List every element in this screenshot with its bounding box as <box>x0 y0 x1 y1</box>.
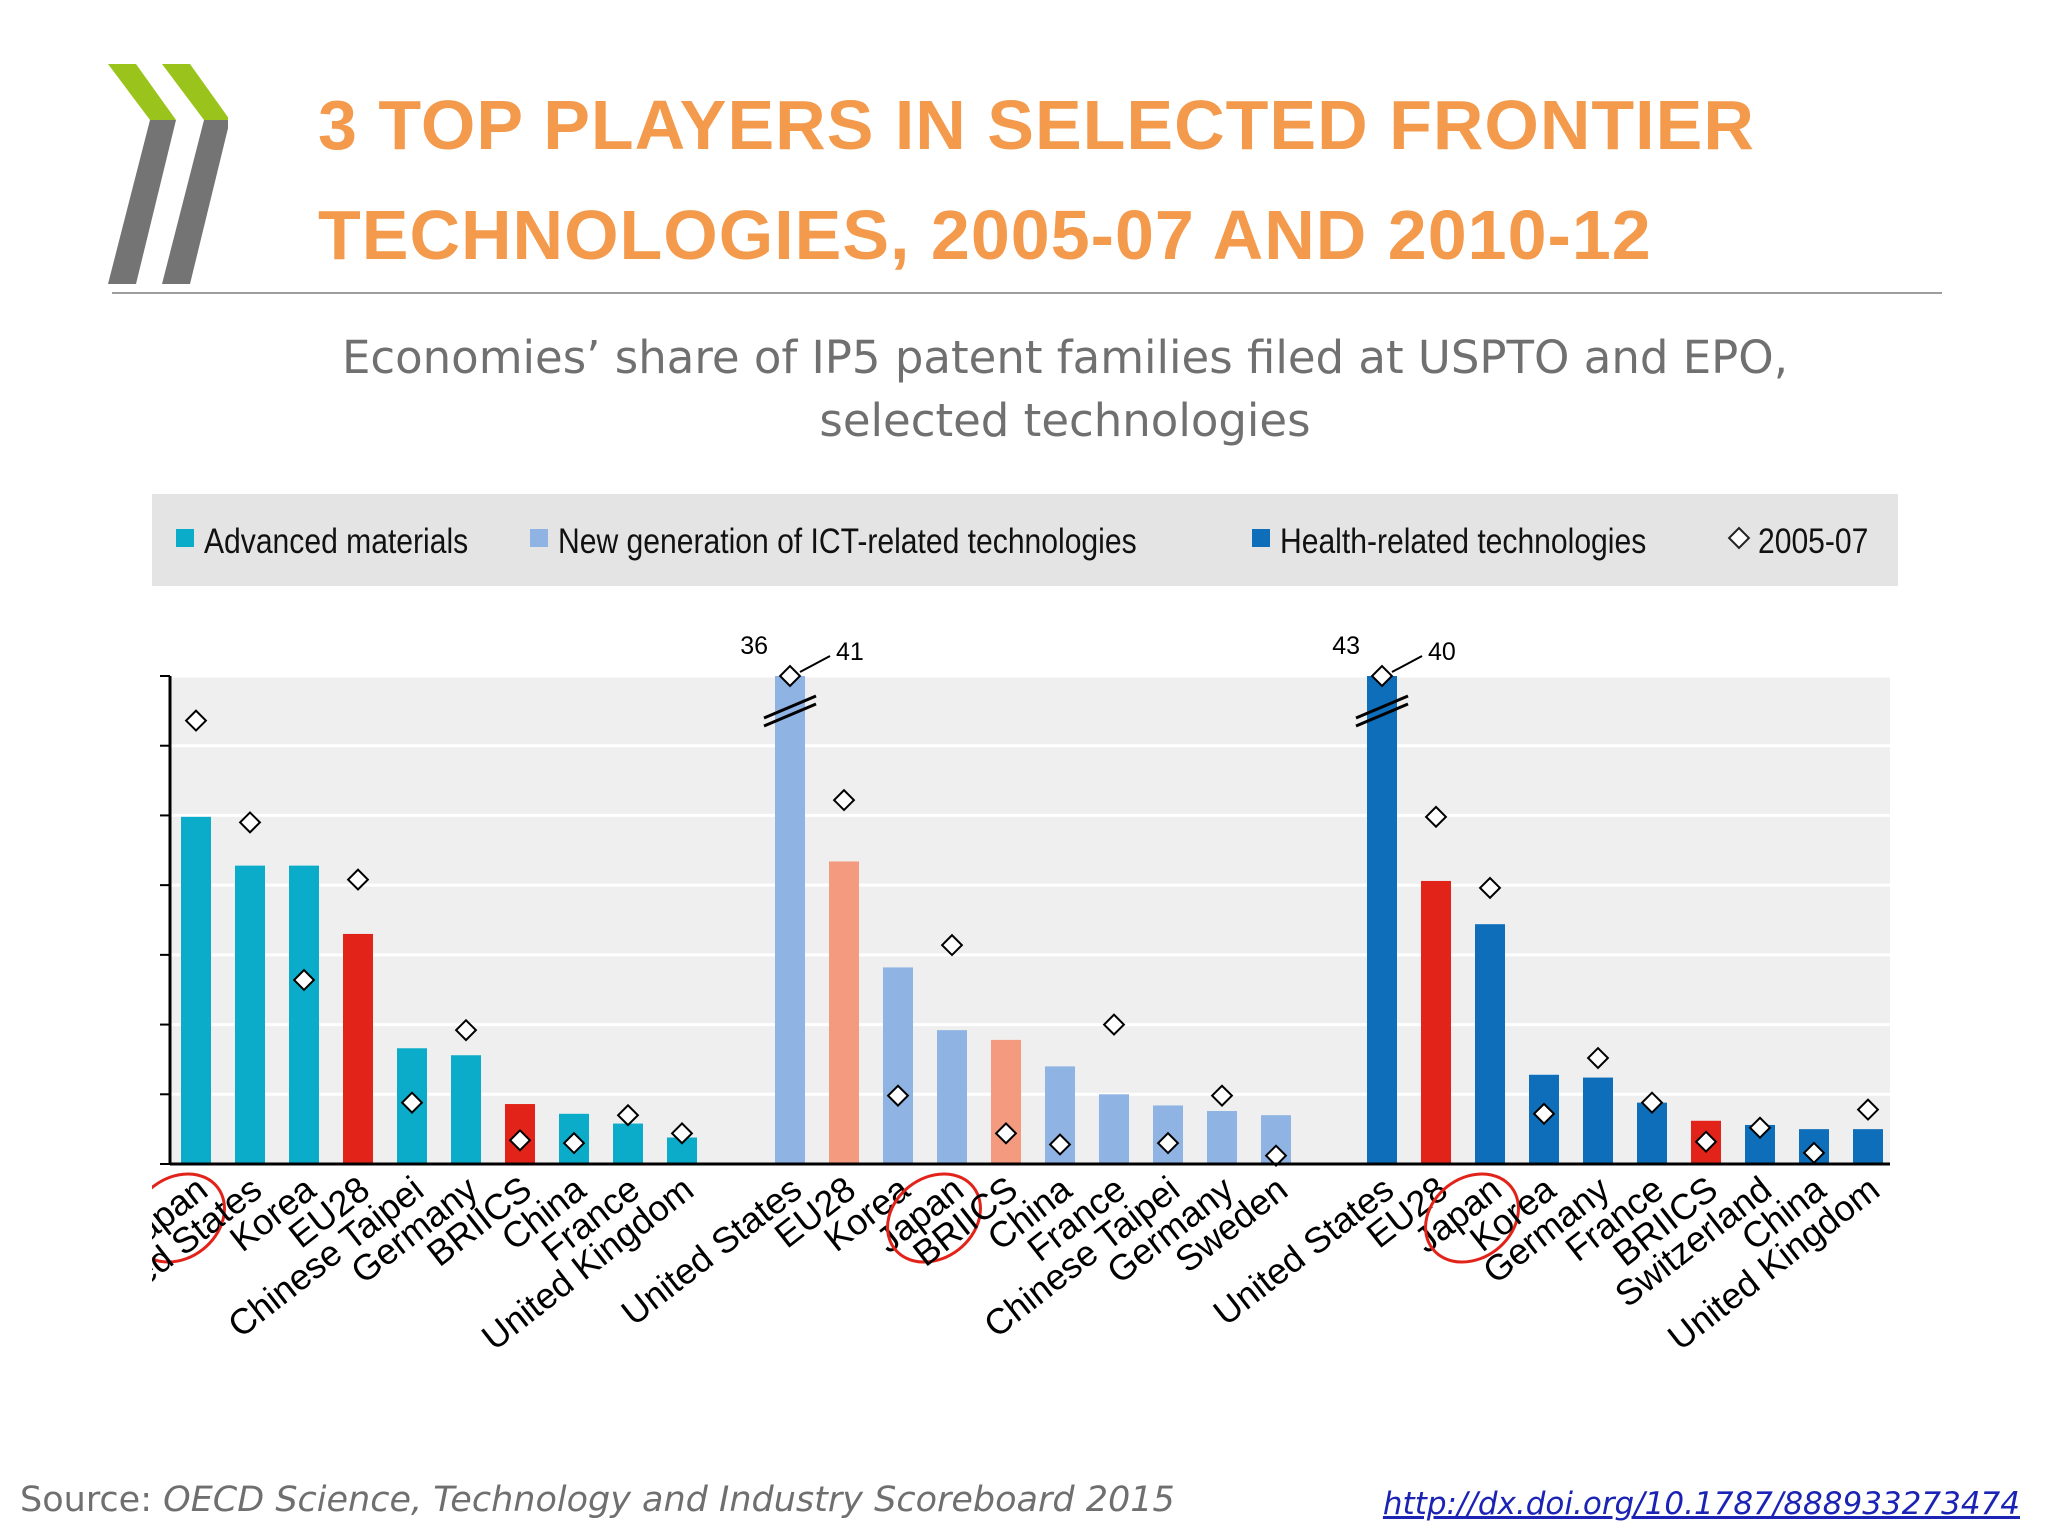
bar <box>1367 676 1397 1164</box>
bar <box>343 933 373 1164</box>
title-line-1: 3 Top players in selected frontier <box>318 86 1755 164</box>
diamond-2005-07 <box>1640 1091 1664 1114</box>
bar <box>1583 1077 1613 1164</box>
diamond-2005-07 <box>886 1084 910 1107</box>
diamond-2005-07 <box>940 933 964 957</box>
axis-break <box>1355 694 1409 720</box>
bar <box>1207 1111 1237 1164</box>
legend-label: New generation of ICT-related technologi… <box>558 521 1137 561</box>
diamond-2005-07 <box>1532 1102 1556 1126</box>
diamond-2005-07 <box>1048 1133 1072 1156</box>
oecd-logo <box>108 64 230 284</box>
break-label-2005-07: 36 <box>740 632 768 660</box>
highlight-circle <box>886 1172 982 1264</box>
bar <box>883 967 913 1164</box>
diamond-2005-07 <box>562 1131 586 1155</box>
diamond-2005-07 <box>238 811 262 834</box>
axis-break <box>763 694 817 720</box>
bar <box>181 816 211 1164</box>
bar <box>451 1055 481 1164</box>
chart-subtitle: Economies’ share of IP5 patent families … <box>260 326 1870 452</box>
source-note: Source: OECD Science, Technology and Ind… <box>20 1480 1175 1520</box>
bar <box>1099 1094 1129 1164</box>
break-leader-line <box>799 655 831 673</box>
source-prefix: Source: <box>20 1480 164 1520</box>
highlight-circle <box>1424 1172 1520 1264</box>
bar <box>235 865 265 1164</box>
diamond-2005-07 <box>1748 1116 1772 1140</box>
legend-label: 2005-07 <box>1758 521 1868 561</box>
diamond-2005-07 <box>508 1128 532 1152</box>
diamond-2005-07 <box>1856 1098 1880 1121</box>
axis-break <box>1355 702 1409 728</box>
diamond-2005-07 <box>616 1103 640 1127</box>
chart-area: Advanced materials New generation of ICT-… <box>73 490 1898 1450</box>
break-label-2005-07: 43 <box>1332 632 1360 660</box>
bar-chart: Advanced materials New generation of ICT-… <box>73 494 1898 1358</box>
legend-swatch <box>1252 529 1270 547</box>
bar <box>937 1030 967 1164</box>
source-link[interactable]: http://dx.doi.org/10.1787/888933273474 <box>1382 1486 2020 1522</box>
subtitle-line-2: selected technologies <box>819 394 1311 447</box>
diamond-2005-07 <box>778 664 802 688</box>
source-text: OECD Science, Technology and Industry Sc… <box>163 1480 1175 1520</box>
bar <box>1421 880 1451 1164</box>
page-title: 3 Top players in selected frontier techn… <box>318 70 1918 290</box>
bar <box>1475 924 1505 1164</box>
diamond-2005-07 <box>184 709 208 732</box>
legend-label: Health-related technologies <box>1280 521 1646 561</box>
diamond-2005-07 <box>832 788 856 812</box>
diamond-2005-07 <box>1102 1013 1126 1036</box>
title-line-2: technologies, 2005-07 and 2010-12 <box>318 196 1652 274</box>
diamond-2005-07 <box>1210 1084 1234 1107</box>
diamond-2005-07 <box>1264 1144 1288 1167</box>
break-leader-line <box>1391 655 1423 673</box>
diamond-2005-07 <box>1370 664 1394 688</box>
break-label-2010-12: 41 <box>836 638 864 666</box>
bar <box>991 1039 1021 1164</box>
legend-swatch <box>530 529 548 547</box>
bar <box>613 1123 643 1164</box>
bar <box>829 861 859 1164</box>
diamond-2005-07 <box>994 1122 1018 1145</box>
subtitle-line-1: Economies’ share of IP5 patent families … <box>341 331 1789 384</box>
legend-swatch <box>176 529 194 547</box>
axis-break <box>763 702 817 728</box>
diamond-2005-07 <box>1586 1046 1610 1070</box>
diamond-2005-07 <box>1802 1141 1826 1165</box>
bar <box>1853 1129 1883 1164</box>
diamond-2005-07 <box>1156 1131 1180 1155</box>
legend-label: Advanced materials <box>204 521 468 561</box>
plot-background <box>170 676 1890 1164</box>
legend-background <box>152 494 1898 586</box>
diamond-2005-07 <box>400 1091 424 1114</box>
title-divider <box>112 292 1942 294</box>
diamond-2005-07 <box>346 868 370 891</box>
bar <box>775 676 805 1164</box>
diamond-2005-07 <box>454 1018 478 1042</box>
diamond-2005-07 <box>1694 1130 1718 1154</box>
diamond-2005-07 <box>670 1122 694 1145</box>
diamond-2005-07 <box>292 968 316 992</box>
bar <box>289 865 319 1164</box>
diamond-2005-07 <box>1478 876 1502 900</box>
diamond-2005-07 <box>1424 805 1448 829</box>
break-label-2010-12: 40 <box>1428 638 1456 666</box>
legend-diamond-icon <box>1727 526 1751 550</box>
